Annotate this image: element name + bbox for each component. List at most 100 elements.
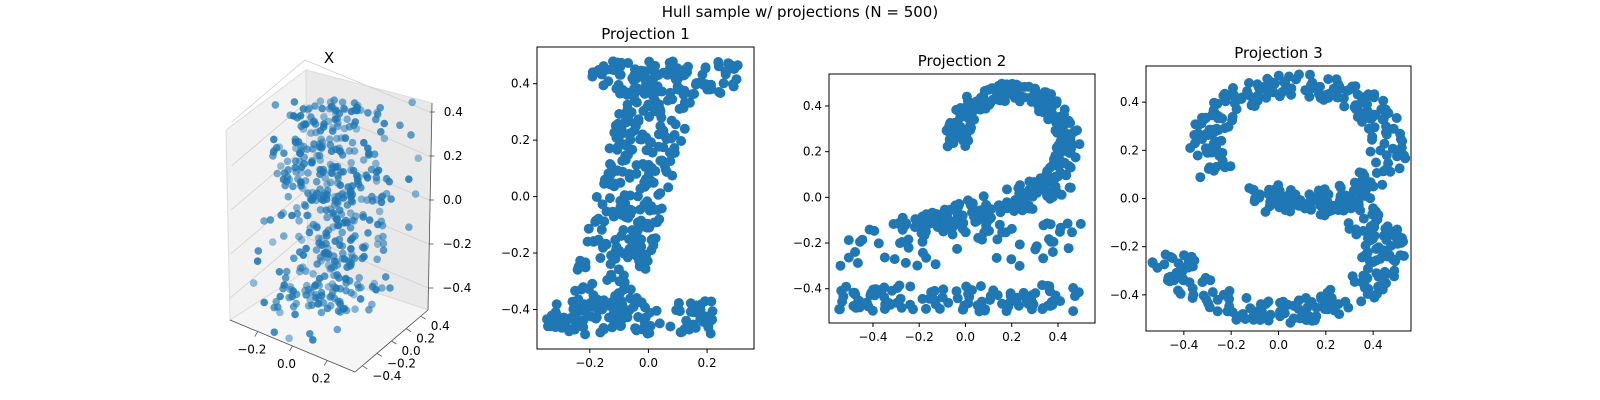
scatter-point-3d bbox=[338, 98, 347, 107]
scatter-point-3d bbox=[302, 291, 311, 299]
scatter-point-3d bbox=[293, 114, 302, 122]
scatter-point bbox=[1205, 124, 1216, 135]
scatter-point bbox=[913, 220, 923, 231]
scatter-point bbox=[1061, 129, 1072, 140]
scatter-point-3d bbox=[314, 234, 323, 242]
scatter-point bbox=[994, 219, 1005, 230]
scatter-point-3d bbox=[290, 98, 299, 106]
scatter-point bbox=[857, 234, 868, 245]
scatter-point bbox=[905, 281, 916, 292]
scatter-point bbox=[1362, 263, 1373, 274]
scatter-point-3d bbox=[285, 293, 293, 302]
scatter-point-3d bbox=[331, 164, 339, 173]
y-tick-label-3d: −0.4 bbox=[372, 369, 401, 383]
scatter-point-3d bbox=[357, 106, 365, 114]
scatter-point-3d bbox=[296, 149, 305, 158]
scatter-point-3d bbox=[329, 209, 337, 217]
scatter-point bbox=[718, 78, 729, 89]
scatter-point bbox=[1204, 302, 1215, 313]
scatter-point bbox=[1050, 171, 1061, 182]
scatter-point bbox=[873, 238, 884, 249]
scatter-point bbox=[929, 285, 940, 296]
scatter-point bbox=[1189, 130, 1200, 140]
scatter-point bbox=[1315, 81, 1325, 92]
scatter-point-3d bbox=[325, 135, 334, 143]
scatter-point-3d bbox=[316, 97, 325, 105]
scatter-point bbox=[1061, 136, 1072, 147]
scatter-point bbox=[1054, 226, 1065, 237]
scatter-point-3d bbox=[271, 101, 280, 109]
scatter-point bbox=[1020, 193, 1031, 204]
scatter-point-3d bbox=[335, 235, 344, 244]
scatter-point bbox=[1026, 94, 1037, 105]
scatter-point-3d bbox=[293, 210, 302, 218]
scatter-point bbox=[1383, 158, 1394, 169]
x-tick-label: 0.2 bbox=[698, 356, 717, 370]
scatter-point bbox=[1211, 161, 1222, 172]
scatter-point-3d bbox=[357, 183, 365, 192]
scatter-point bbox=[963, 286, 974, 297]
scatter-point bbox=[1006, 254, 1017, 265]
scatter-point bbox=[672, 84, 683, 95]
scatter-point-3d bbox=[334, 171, 342, 180]
scatter-point-3d bbox=[338, 254, 347, 263]
scatter-point-3d bbox=[365, 216, 374, 224]
scatter-point bbox=[1367, 209, 1378, 220]
scatter-point bbox=[1164, 276, 1175, 287]
scatter-point bbox=[1220, 96, 1231, 107]
scatter-point-3d bbox=[260, 298, 269, 307]
scatter-point bbox=[593, 213, 604, 224]
x-tick-label-3d: 0.2 bbox=[312, 371, 331, 385]
scatter-point bbox=[619, 139, 630, 150]
scatter-point bbox=[912, 260, 923, 271]
scatter-point-3d bbox=[408, 98, 417, 107]
scatter-point bbox=[1015, 180, 1025, 191]
scatter-point bbox=[602, 275, 613, 285]
scatter-point-3d bbox=[381, 273, 390, 281]
scatter-point bbox=[1249, 98, 1260, 109]
scatter-point bbox=[707, 306, 718, 317]
scatter-point-3d bbox=[335, 147, 344, 155]
scatter-point-3d bbox=[370, 150, 379, 158]
scatter-point-3d bbox=[359, 211, 367, 219]
scatter-point-3d bbox=[295, 232, 303, 241]
scatter-point-3d bbox=[322, 206, 331, 214]
scatter-point-3d bbox=[276, 292, 285, 301]
scatter-point bbox=[977, 234, 987, 245]
scatter-point bbox=[921, 303, 931, 314]
scatter-point bbox=[623, 205, 634, 216]
scatter-point-3d bbox=[330, 271, 338, 280]
scatter-point bbox=[655, 106, 666, 117]
scatter-point bbox=[649, 217, 660, 228]
x-tick-label: −0.4 bbox=[858, 330, 887, 344]
scatter-point-3d bbox=[305, 228, 314, 237]
scatter-point-3d bbox=[347, 159, 356, 167]
scatter-point bbox=[1003, 201, 1014, 212]
scatter-point bbox=[622, 249, 633, 260]
scatter-point-3d bbox=[338, 228, 347, 237]
scatter-point-3d bbox=[304, 106, 312, 114]
scatter-point-3d bbox=[346, 209, 355, 217]
scatter-point bbox=[636, 134, 647, 145]
scatter-point bbox=[938, 284, 949, 295]
scatter-point bbox=[895, 238, 905, 249]
scatter-point-3d bbox=[330, 257, 339, 266]
scatter-point-3d bbox=[343, 115, 352, 123]
scatter-point-3d bbox=[309, 336, 317, 344]
x-tick-label: −0.2 bbox=[1217, 338, 1246, 352]
scatter-point bbox=[1293, 304, 1304, 315]
scatter-point-3d bbox=[277, 162, 285, 170]
scatter-point bbox=[669, 130, 680, 140]
scatter-point bbox=[1044, 234, 1054, 245]
scatter-point bbox=[621, 87, 632, 98]
projection-3-title: Projection 3 bbox=[1234, 44, 1322, 62]
scatter-point-3d bbox=[309, 270, 317, 278]
scatter-point-3d bbox=[308, 157, 316, 165]
scatter-point bbox=[892, 297, 903, 308]
scatter-point bbox=[948, 127, 959, 138]
scatter-point-3d bbox=[349, 166, 358, 175]
scatter-point bbox=[1212, 294, 1223, 305]
scatter-point bbox=[978, 191, 989, 202]
scatter-point bbox=[1306, 80, 1316, 91]
scatter-point bbox=[596, 224, 607, 235]
